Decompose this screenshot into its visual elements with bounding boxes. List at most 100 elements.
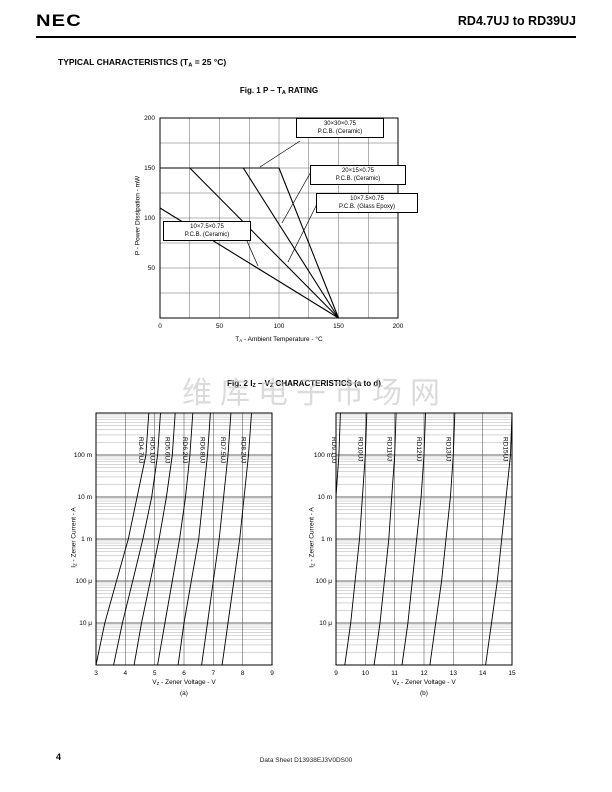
- zener-curve: [429, 413, 456, 665]
- nec-logo: NEC: [36, 11, 82, 30]
- y-tick-label: 1 m: [321, 536, 332, 543]
- y-tick-label: 10 μ: [79, 620, 92, 627]
- fig2-caption-p1: Fig. 2 I: [227, 379, 253, 388]
- y-tick-label: 100 μ: [76, 578, 93, 585]
- zener-curve: [96, 413, 150, 665]
- fig1-x-label-post: - Ambient Temperature - °C: [242, 336, 323, 343]
- fig2a-x-sub: Z: [156, 680, 160, 686]
- callout-size: 30×30×0.75: [323, 121, 357, 127]
- fig1-x-label-sub: A: [239, 337, 243, 343]
- curve-label: RD10UJ: [356, 437, 363, 462]
- document-number: Data Sheet D13938EJ3V0DS00: [259, 757, 353, 764]
- watermark-text: 维库电子市场网: [182, 377, 448, 410]
- x-tick-label: 0: [158, 323, 162, 330]
- callout-mount: P.C.B. (Ceramic): [317, 129, 363, 136]
- callout-pcb-30x30-ceramic: 30×30×0.75 P.C.B. (Ceramic): [296, 118, 384, 139]
- fig1-x-axis-label: TA - Ambient Temperature - °C: [159, 336, 399, 343]
- fig2-caption: Fig. 2 IZ – VZ CHARACTERISTICS (a to d): [104, 379, 504, 389]
- curve-label: RD13UJ: [444, 437, 451, 462]
- section-heading-post: = 25 °C): [192, 57, 227, 67]
- callout-leader: [259, 140, 301, 168]
- callout-mount: P.C.B. (Glass Epoxy): [339, 204, 395, 211]
- zener-curve: [177, 413, 211, 665]
- x-tick-label: 5: [153, 670, 157, 677]
- fig2a-sub-label: (a): [180, 690, 188, 697]
- fig2-caption-s1: Z: [252, 383, 256, 390]
- y-tick-label: 10 m: [318, 494, 332, 501]
- fig2-caption-s2: Z: [270, 383, 274, 390]
- fig2a-y-axis-label: IZ - Zener Current - A: [71, 438, 78, 638]
- fig2b-x-sub: Z: [396, 680, 400, 686]
- x-tick-label: 4: [124, 670, 128, 677]
- page-title: RD4.7UJ to RD39UJ: [457, 14, 576, 28]
- x-tick-label: 9: [270, 670, 274, 677]
- fig2b-chart: 9 10 11 12 13 14 15 100 m 10 m 1 m 100 μ 10 μ RD9.1U…: [314, 412, 516, 677]
- curve-label: RD5.1UJ: [149, 437, 156, 463]
- callout-size: 10×7.5×0.75: [350, 196, 384, 202]
- fig2a-x-axis-label: VZ - Zener Voltage - V: [64, 679, 304, 686]
- y-tick-label: 200: [144, 115, 155, 122]
- callout-leader: [287, 201, 319, 263]
- x-tick-label: 100: [274, 323, 285, 330]
- section-heading-text: TYPICAL CHARACTERISTICS (T: [58, 57, 189, 67]
- x-tick-label: 150: [333, 323, 344, 330]
- fig2a-chart: 3 4 5 6 7 8 9 100 m 10 m 1 m 100 μ 10 μ RD4.7UJ RD5.1…: [74, 412, 274, 677]
- fig2b-x-post: - Zener Voltage - V: [399, 679, 456, 686]
- section-heading-sub: A: [188, 62, 193, 69]
- fig1-caption-sub: A: [281, 90, 286, 97]
- callout-mount: P.C.B. (Ceramic): [335, 176, 381, 183]
- page-number: 4: [56, 752, 62, 762]
- fig2b-y-pre: I: [308, 565, 316, 568]
- zener-curve: [373, 413, 397, 665]
- curve-label: RD11UJ: [386, 437, 393, 461]
- y-tick-label: 50: [148, 265, 156, 272]
- plot-border: [95, 412, 273, 666]
- fig2b-y-sub: Z: [310, 563, 316, 566]
- y-tick-label: 100 μ: [316, 578, 333, 585]
- x-tick-label: 6: [182, 670, 186, 677]
- fig2b-x-axis-label: VZ - Zener Voltage - V: [304, 679, 544, 686]
- curve-label: RD8.2UJ: [240, 437, 247, 463]
- x-tick-label: 10: [362, 670, 370, 677]
- x-tick-label: 14: [479, 670, 487, 677]
- fig2a-x-post: - Zener Voltage - V: [159, 679, 216, 686]
- x-tick-label: 7: [212, 670, 216, 677]
- fig2b-y-post: - Zener Current - A: [308, 507, 316, 564]
- fig2a-y-pre: I: [70, 565, 78, 568]
- curve-label: RD5.6UJ: [163, 437, 170, 463]
- fig2a-x-pre: V: [152, 679, 157, 686]
- x-tick-label: 12: [420, 670, 428, 677]
- zener-curve: [157, 413, 194, 665]
- fig2b-y-axis-label: IZ - Zener Current - A: [309, 438, 316, 638]
- fig2-caption-p2: – V: [255, 379, 270, 388]
- x-tick-label: 13: [450, 670, 458, 677]
- callout-mount: P.C.B. (Ceramic): [184, 232, 230, 239]
- callout-size: 20×15×0.75: [341, 168, 375, 174]
- fig2b-x-pre: V: [392, 679, 397, 686]
- fig2-caption-p3: CHARACTERISTICS (a to d): [273, 379, 381, 388]
- y-tick-label: 100 m: [314, 452, 332, 459]
- y-tick-label: 10 m: [78, 494, 92, 501]
- x-tick-label: 50: [216, 323, 224, 330]
- fig2a-y-sub: Z: [72, 563, 78, 566]
- x-tick-label: 200: [393, 323, 404, 330]
- x-tick-label: 8: [241, 670, 245, 677]
- curve-label: RD7.5UJ: [219, 437, 226, 463]
- curve-label: RD9.1UJ: [330, 437, 337, 463]
- x-tick-label: 11: [391, 670, 398, 677]
- fig1-x-label-pre: T: [235, 336, 240, 343]
- fig2b-sub-label: (b): [420, 690, 428, 697]
- curve-label: RD12UJ: [415, 437, 422, 462]
- fig1-caption-text: Fig. 1 P – T: [239, 86, 282, 95]
- y-tick-label: 150: [144, 165, 155, 172]
- x-tick-label: 3: [94, 670, 98, 677]
- zener-curve: [336, 413, 341, 504]
- section-heading: TYPICAL CHARACTERISTICS (TA = 25 °C): [58, 57, 226, 68]
- curve-label: RD15UJ: [502, 437, 509, 462]
- x-tick-label: 9: [334, 670, 338, 677]
- callout-leader: [281, 169, 313, 224]
- zener-curve: [113, 413, 161, 665]
- plot-border: [159, 117, 399, 319]
- plot-border: [335, 412, 513, 666]
